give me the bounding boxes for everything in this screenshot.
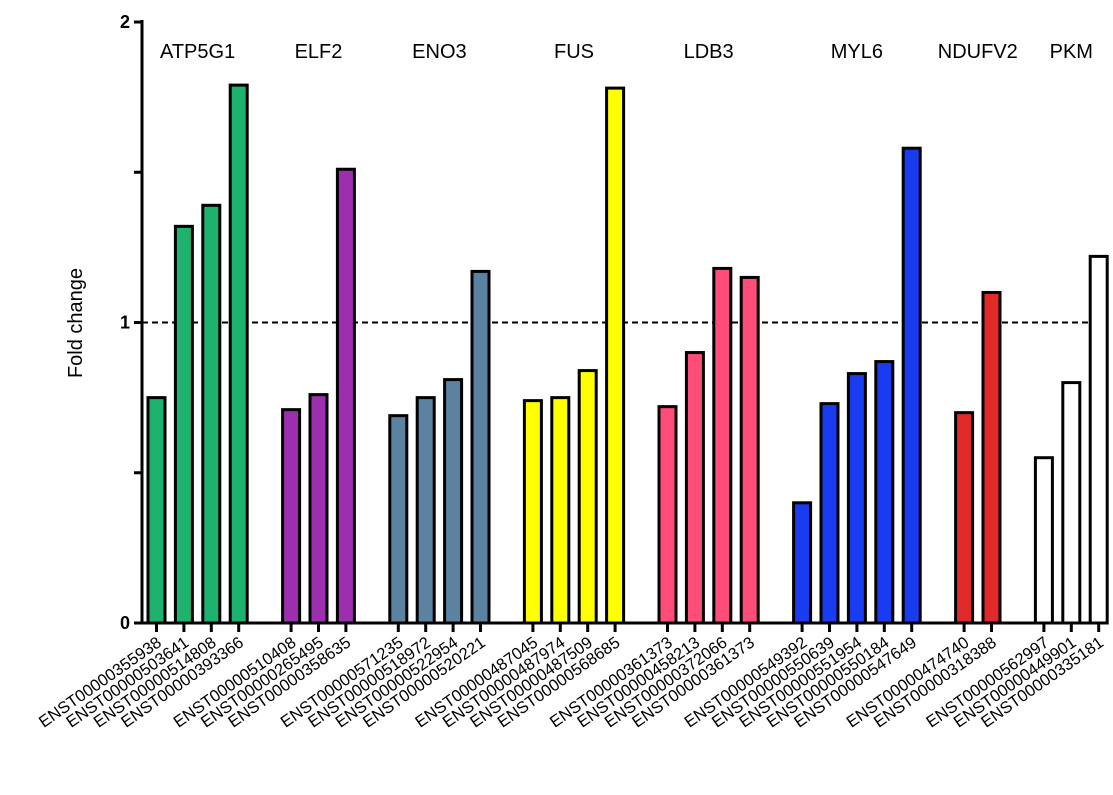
- bar: [443, 378, 464, 625]
- group-label: MYL6: [831, 41, 883, 63]
- bar: [901, 146, 922, 625]
- bar: [388, 414, 409, 625]
- bar: [1088, 254, 1109, 625]
- bar: [201, 203, 222, 625]
- bar: [1061, 381, 1082, 625]
- bar: [228, 83, 249, 625]
- y-tick-label: 1: [120, 313, 130, 333]
- bar: [792, 501, 813, 625]
- bar: [335, 167, 356, 625]
- group-label: PKM: [1050, 41, 1093, 63]
- bar: [981, 290, 1002, 625]
- bars-layer: [146, 83, 1109, 625]
- bar: [874, 360, 895, 625]
- bar: [308, 393, 329, 625]
- y-tick-label: 2: [120, 12, 130, 32]
- bar: [281, 408, 302, 625]
- bar: [819, 402, 840, 625]
- group-label: LDB3: [684, 41, 734, 63]
- bar: [846, 372, 867, 625]
- group-label: ENO3: [412, 41, 466, 63]
- bar: [954, 411, 975, 625]
- bar: [173, 224, 194, 625]
- bar: [684, 351, 705, 625]
- bar: [739, 275, 760, 625]
- bar: [470, 269, 491, 625]
- bar: [712, 266, 733, 625]
- group-label: FUS: [554, 41, 594, 63]
- x-tick-labels: ENST00000355938ENST00000503641ENST000005…: [36, 634, 1107, 732]
- bar: [146, 396, 167, 625]
- group-label: ELF2: [295, 41, 343, 63]
- y-axis: 0 1 2: [120, 12, 144, 633]
- group-label: ATP5G1: [160, 41, 235, 63]
- bar: [522, 399, 543, 625]
- bar: [1033, 456, 1054, 625]
- y-axis-label: Fold change: [65, 268, 87, 378]
- bar: [550, 396, 571, 625]
- bar: [577, 369, 598, 625]
- group-label: NDUFV2: [938, 41, 1018, 63]
- y-tick-label: 0: [120, 613, 130, 633]
- group-labels: ATP5G1 ELF2 ENO3 FUS LDB3 MYL6 NDUFV2 PKM: [160, 41, 1093, 63]
- bar: [415, 396, 436, 625]
- bar: [657, 405, 678, 625]
- bar: [605, 86, 626, 625]
